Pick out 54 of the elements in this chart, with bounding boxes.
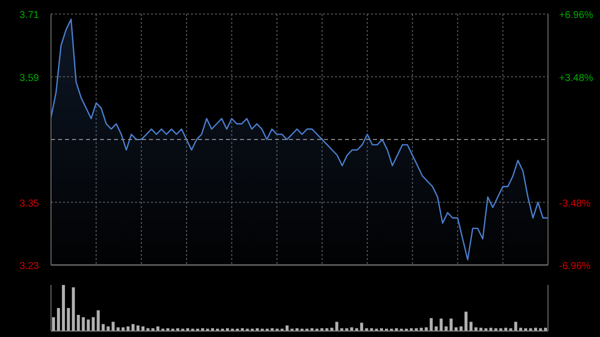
bar xyxy=(529,328,532,331)
bar xyxy=(86,320,90,331)
bar xyxy=(211,328,214,331)
bar xyxy=(380,328,384,331)
bar xyxy=(310,328,314,331)
bar xyxy=(514,322,518,331)
bar xyxy=(201,328,204,331)
bar xyxy=(102,324,105,331)
bar xyxy=(112,322,115,331)
bar xyxy=(270,328,274,331)
bar xyxy=(360,322,364,331)
bar xyxy=(72,287,75,331)
bar xyxy=(365,328,368,331)
bar xyxy=(499,328,502,331)
bar xyxy=(56,308,60,331)
y-tick-label: 3.59 xyxy=(20,72,40,84)
bar xyxy=(136,325,140,331)
bar xyxy=(440,318,443,331)
bar xyxy=(76,314,80,331)
y2-tick-label: +6.96% xyxy=(559,10,594,21)
y2-tick-label: +3.48% xyxy=(559,72,594,84)
y-tick-label: 3.35 xyxy=(20,198,40,210)
bar xyxy=(226,328,229,331)
bar xyxy=(296,328,299,331)
bar xyxy=(240,328,244,331)
bar xyxy=(450,318,453,331)
bar xyxy=(539,328,542,331)
bar xyxy=(484,328,488,331)
bar xyxy=(494,328,498,331)
bar xyxy=(66,308,70,331)
bar xyxy=(286,325,289,331)
bar xyxy=(146,328,150,331)
bar xyxy=(355,328,358,331)
bar xyxy=(82,317,85,331)
bar xyxy=(410,328,413,331)
bar xyxy=(52,317,55,331)
bar xyxy=(62,285,65,331)
y2-tick-label: -6.96% xyxy=(559,261,591,272)
bar xyxy=(186,328,190,331)
bar xyxy=(335,322,338,331)
bar xyxy=(469,322,472,331)
bar xyxy=(524,328,528,331)
y-tick-label: 3.23 xyxy=(20,261,40,272)
bar xyxy=(151,328,154,331)
bar xyxy=(464,312,468,331)
bar xyxy=(414,328,418,331)
bar xyxy=(320,328,324,331)
bar xyxy=(370,328,374,331)
y2-tick-label: -3.48% xyxy=(559,198,591,210)
bar xyxy=(394,328,398,331)
bar xyxy=(325,328,328,331)
bar xyxy=(132,324,135,331)
y-tick-label: 3.71 xyxy=(20,10,40,21)
bar xyxy=(166,328,170,331)
